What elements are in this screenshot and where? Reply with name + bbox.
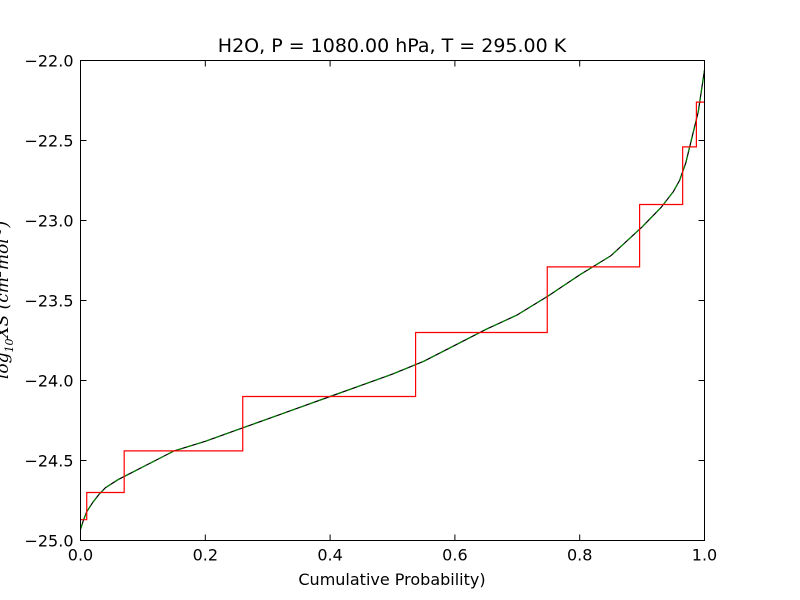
ylabel-sup1: 2 — [0, 270, 4, 278]
x-tick-label: 0.2 — [193, 546, 218, 565]
series-step-line — [80, 101, 705, 521]
x-axis-label: Cumulative Probability) — [298, 570, 485, 589]
ylabel-sub: 10 — [3, 339, 16, 353]
y-tick-label: −23.0 — [24, 212, 73, 231]
ylabel-mid2: mol — [0, 238, 13, 270]
x-tick-label: 0.6 — [442, 546, 467, 565]
y-tick-label: −23.5 — [24, 292, 73, 311]
x-tick-label: 0.4 — [317, 546, 342, 565]
y-tick-label: −24.5 — [24, 452, 73, 471]
x-tick-label: 1.0 — [692, 546, 717, 565]
plot-lines — [79, 70, 706, 530]
y-axis-label: log10XS (cm2mol-1) — [0, 221, 16, 379]
ylabel-sup2: -1 — [0, 228, 4, 239]
y-tick-label: −24.0 — [24, 372, 73, 391]
x-ticks: 0.0 0.2 0.4 0.6 0.8 1.0 — [68, 60, 717, 565]
series-solid-line — [79, 70, 706, 530]
plot-frame — [80, 60, 705, 541]
x-tick-label: 0.8 — [567, 546, 592, 565]
ylabel-post: ) — [0, 221, 13, 229]
y-tick-label: −25.0 — [24, 532, 73, 551]
y-tick-label: −22.5 — [24, 132, 73, 151]
x-tick-label: 0.0 — [68, 546, 93, 565]
ylabel-mid: XS (cm — [0, 277, 13, 340]
y-ticks: −25.0 −24.5 −24.0 −23.5 −23.0 −22.5 −22.0 — [24, 52, 705, 551]
chart-title: H2O, P = 1080.00 hPa, T = 295.00 K — [218, 35, 567, 57]
ylabel-pre: log — [0, 352, 13, 379]
series-dashed-line — [79, 70, 706, 530]
y-tick-label: −22.0 — [24, 52, 73, 71]
